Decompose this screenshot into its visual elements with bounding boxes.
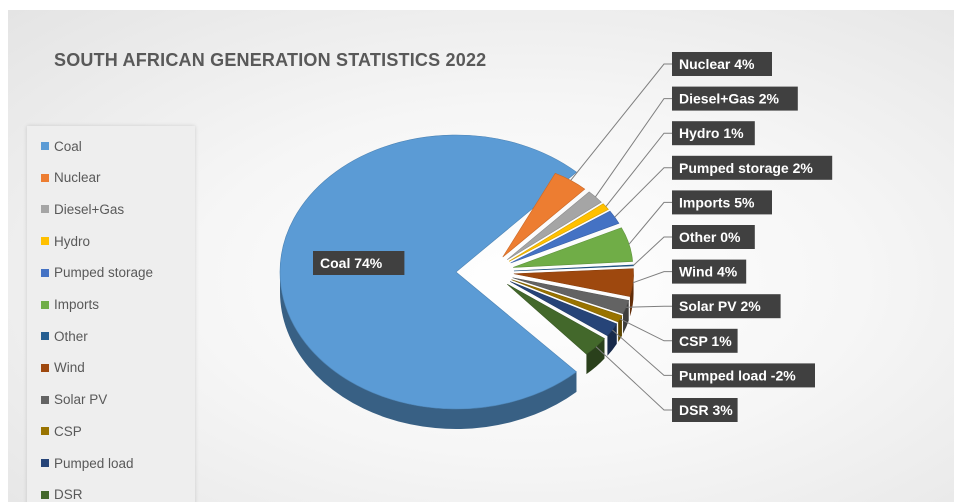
legend-label: Coal [54,138,82,154]
legend-swatch [41,205,49,214]
leader-line-wind [632,271,672,284]
slice-side-dsr [586,338,605,375]
data-label-text: DSR 3% [679,402,733,418]
legend-item-dsr: DSR [41,485,83,502]
leader-line-other [633,236,672,266]
leader-line-dsr [595,346,672,411]
legend-item-other: Other [41,326,88,346]
legend-label: Pumped storage [54,265,154,281]
legend-item-solar-pv: Solar PV [41,390,107,410]
chart-title: SOUTH AFRICAN GENERATION STATISTICS 2022 [54,50,487,70]
slice-dsr [507,283,605,355]
legend-item-csp: CSP [41,421,82,441]
leader-line-pumped-load [612,329,672,376]
slice-imports [513,227,633,268]
leader-line-diesel-gas [595,98,672,198]
legend-item-coal: Coal [41,136,82,156]
leader-line-solar-pv [626,305,672,308]
legend-swatch [41,142,49,150]
legend-swatch [41,427,49,436]
slice-coal [279,134,577,410]
data-label-text: Pumped storage 2% [679,160,813,176]
legend-item-hydro: Hydro [41,231,90,251]
legend-item-pumped-storage: Pumped storage [41,263,153,283]
data-label-solar-pv: Solar PV 2% [672,294,781,319]
data-label-text: Imports 5% [679,194,755,210]
legend-label: Solar PV [54,392,108,408]
legend-swatch [41,300,49,309]
data-label-text: Solar PV 2% [679,298,761,314]
data-label-text: Hydro 1% [679,125,744,141]
leader-line-pumped-storage [614,167,672,218]
leader-line-nuclear [570,63,672,181]
slice-diesel-gas [506,191,602,260]
data-label-csp: CSP 1% [672,328,738,353]
legend-label: Nuclear [54,170,101,186]
data-label-other: Other 0% [672,225,755,249]
slice-side-solar-pv [623,300,629,334]
data-label-text: Pumped load -2% [679,367,796,383]
legend-swatch [41,332,49,341]
legend-label: Wind [54,360,85,376]
legend-swatch [41,268,49,277]
legend-label: Pumped load [54,455,134,471]
data-label-wind: Wind 4% [672,259,747,284]
slice-side-coal [280,272,577,429]
leader-line-imports [628,201,672,245]
legend-label: Hydro [54,233,91,249]
legend-swatch [41,363,49,372]
data-label-text: Coal 74% [320,255,383,271]
data-label-coal: Coal 74% [313,251,405,275]
legend-label: Other [54,328,88,344]
legend-label: Imports [54,297,100,312]
leader-line-hydro [605,132,672,207]
legend-swatch [41,237,49,246]
legend-item-imports: Imports [41,295,99,315]
data-label-imports: Imports 5% [672,190,772,215]
legend-item-wind: Wind [41,358,85,378]
data-label-nuclear: Nuclear 4% [672,52,772,76]
data-label-pumped-storage: Pumped storage 2% [672,155,833,180]
data-label-text: Wind 4% [679,264,738,280]
pie-chart: Coal 74% Nuclear 4% Diesel+Gas 2% Hydro 1% P… [279,52,833,429]
legend-swatch [41,173,49,182]
data-label-pumped-load: Pumped load -2% [672,363,815,388]
data-label-dsr: DSR 3% [672,398,738,422]
data-label-diesel-gas: Diesel+Gas 2% [672,86,798,111]
legend-swatch [41,490,49,499]
slice-side-wind [629,273,634,317]
data-label-hydro: Hydro 1% [672,121,755,146]
legend: Coal Nuclear Diesel+Gas Hydro Pumped storage… [27,126,195,502]
leader-line-csp [619,318,672,342]
legend-label: Diesel+Gas [54,201,125,217]
legend-item-nuclear: Nuclear [41,168,101,188]
legend-swatch [41,395,49,404]
chart-area: SOUTH AFRICAN GENERATION STATISTICS 2022… [8,10,954,502]
legend-label: CSP [54,423,82,439]
data-label-text: CSP 1% [679,333,732,349]
data-label-text: Nuclear 4% [679,56,755,72]
data-label-text: Other 0% [679,229,741,245]
legend-item-pumped-load: Pumped load [41,453,134,473]
data-label-text: Diesel+Gas 2% [679,91,780,107]
legend-label: DSR [54,487,83,502]
legend-item-diesel-gas: Diesel+Gas [41,199,124,219]
legend-swatch [41,459,49,467]
